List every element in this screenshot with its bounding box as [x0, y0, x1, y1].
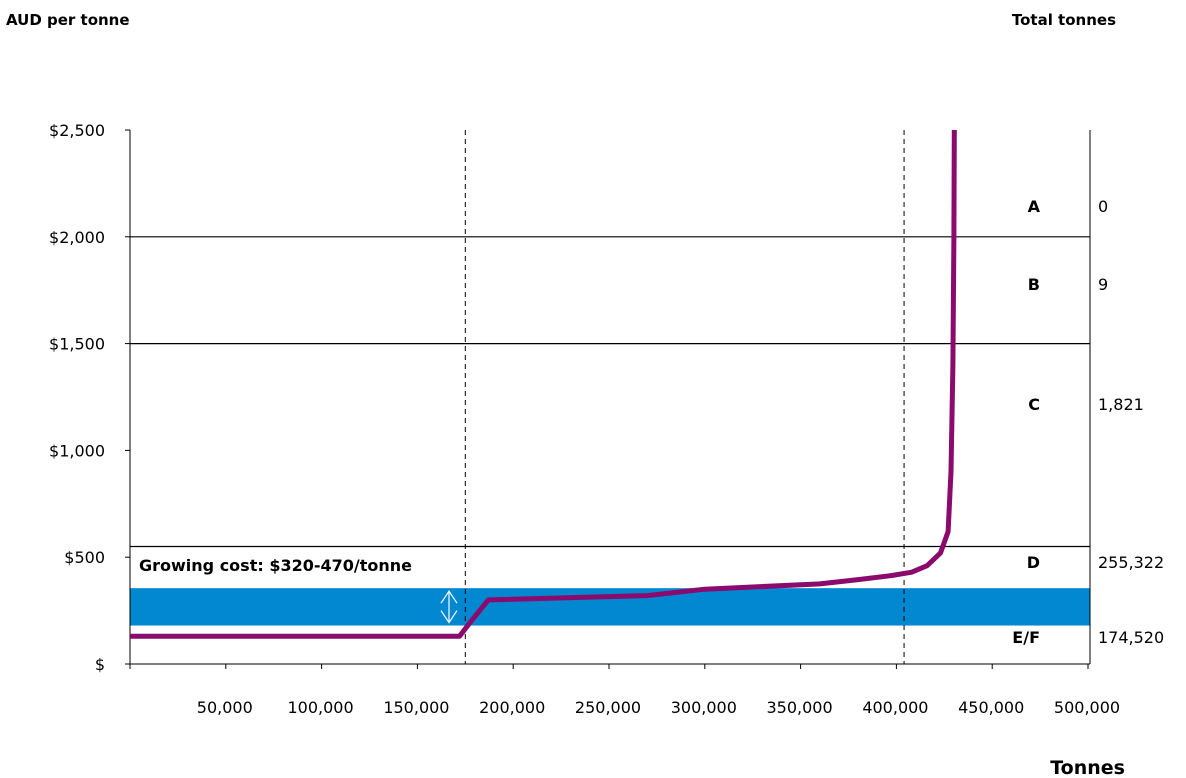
range-arrow-head-bottom [440, 610, 458, 624]
x-tick-label-6: 350,000 [767, 698, 833, 717]
band-boundary-lines [130, 236, 1090, 548]
band-total-2: 1,821 [1098, 395, 1144, 414]
y-tick-label-1: $500 [64, 548, 105, 567]
tick-labels: $ $500 $1,000 $1,500 $2,000 $2,500 50,000 100,0… [49, 121, 1120, 717]
cost-curve-line-0 [130, 129, 957, 639]
range-arrow-head-top [440, 590, 458, 604]
x-tick-label-3: 200,000 [479, 698, 545, 717]
band-label-4: E/F [1012, 628, 1040, 647]
y-axis-title: AUD per tonne [6, 11, 130, 29]
band-label-2: C [1028, 395, 1040, 414]
range-arrow [440, 590, 458, 624]
growing-cost-label: Growing cost: $320-470/tonne [139, 556, 412, 575]
series-layer [130, 129, 957, 639]
axes [125, 129, 1091, 669]
growing-cost-band-layer [130, 588, 1090, 626]
y-tick-label-5: $2,500 [49, 121, 105, 140]
band-label-3: D [1027, 553, 1040, 572]
x-tick-label-0: 50,000 [197, 698, 253, 717]
x-tick-label-8: 450,000 [958, 698, 1024, 717]
x-axis-title: Tonnes [1050, 757, 1125, 778]
x-tick-label-4: 250,000 [575, 698, 641, 717]
growing-cost-band [130, 588, 1090, 626]
x-tick-label-9: 500,000 [1054, 698, 1120, 717]
band-label-1: B [1028, 275, 1040, 294]
y-tick-label-4: $2,000 [49, 228, 105, 247]
band-total-1: 9 [1098, 275, 1108, 294]
x-tick-label-1: 100,000 [288, 698, 354, 717]
x-tick-label-5: 300,000 [671, 698, 737, 717]
x-tick-label-2: 150,000 [383, 698, 449, 717]
x-tick-label-7: 400,000 [862, 698, 928, 717]
y-tick-label-2: $1,000 [49, 441, 105, 460]
band-label-0: A [1028, 197, 1041, 216]
band-total-0: 0 [1098, 197, 1108, 216]
band-total-3: 255,322 [1098, 553, 1164, 572]
y-tick-label-0: $ [95, 655, 105, 674]
band-total-4: 174,520 [1098, 628, 1164, 647]
band-labels: A 0 B 9 C 1,821 D 255,322 E/F 174,520 [1012, 197, 1164, 647]
y-tick-label-3: $1,500 [49, 335, 105, 354]
right-axis-title: Total tonnes [1012, 11, 1116, 29]
